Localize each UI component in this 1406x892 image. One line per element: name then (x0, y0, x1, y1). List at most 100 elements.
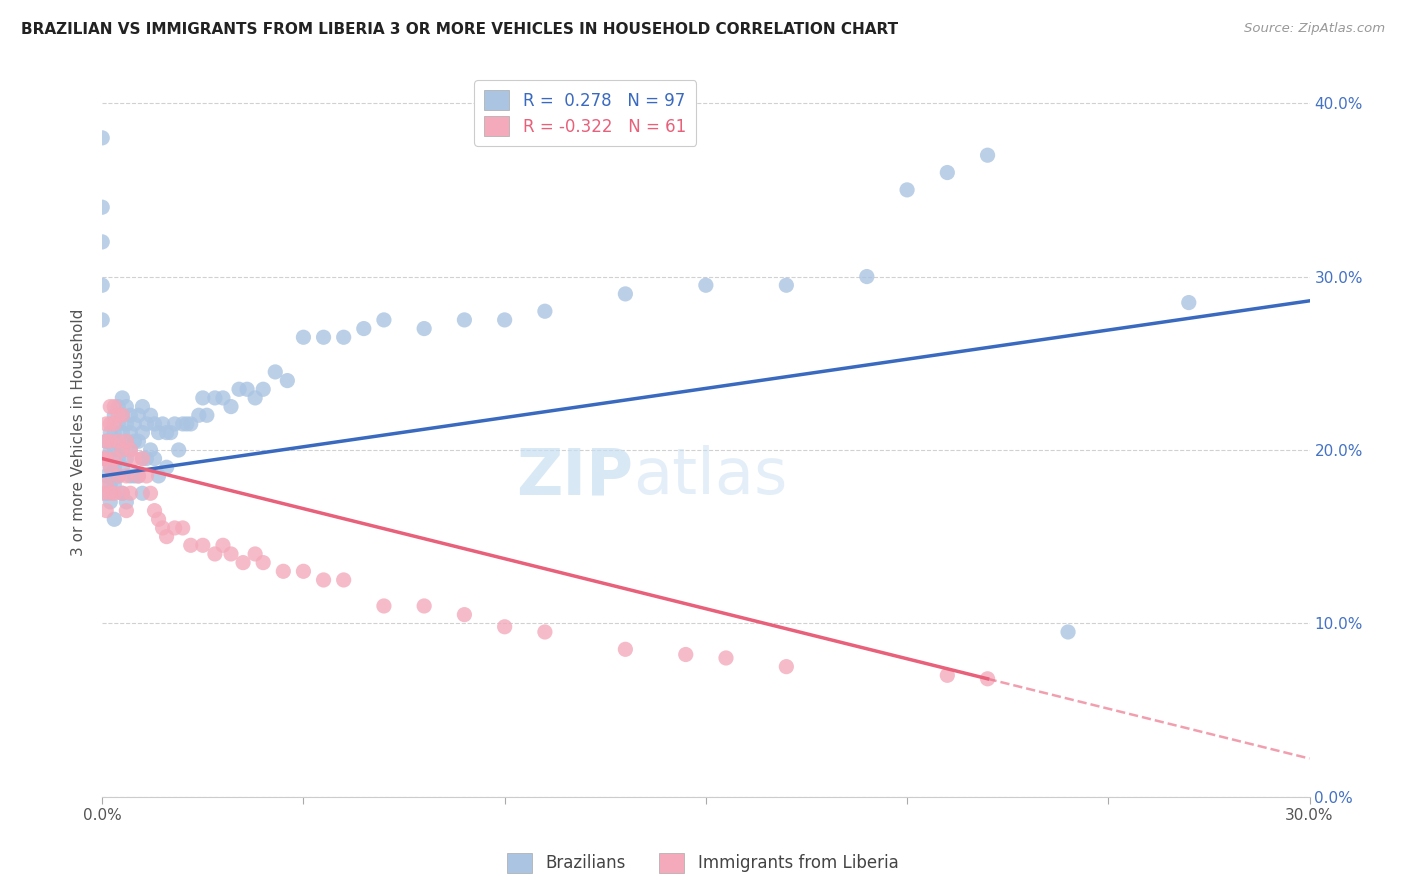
Point (243, 547, 266, 561)
Point (163, 521, 186, 535)
Point (896, 183, 918, 197)
Point (103, 486, 125, 500)
Text: atlas: atlas (634, 445, 787, 508)
Point (124, 434, 146, 449)
Point (107, 409, 129, 423)
Point (98, 477, 121, 491)
Point (1057, 624, 1080, 639)
Point (155, 425, 177, 440)
Point (219, 547, 242, 561)
Point (124, 451, 146, 466)
Point (204, 391, 226, 405)
Point (115, 451, 138, 466)
Point (312, 573, 335, 587)
Point (115, 434, 138, 449)
Point (96, 434, 118, 449)
Point (232, 556, 254, 570)
Point (111, 442, 134, 457)
Point (413, 599, 436, 613)
Text: BRAZILIAN VS IMMIGRANTS FROM LIBERIA 3 OR MORE VEHICLES IN HOUSEHOLD CORRELATION: BRAZILIAN VS IMMIGRANTS FROM LIBERIA 3 O… (21, 22, 898, 37)
Point (143, 503, 166, 517)
Point (107, 434, 129, 449)
Point (127, 469, 149, 483)
Point (98, 460, 121, 475)
Point (111, 409, 134, 423)
Point (775, 278, 797, 293)
Point (111, 409, 134, 423)
Point (127, 469, 149, 483)
Point (135, 469, 157, 483)
Point (103, 442, 125, 457)
Text: ZIP: ZIP (516, 445, 634, 508)
Point (111, 425, 134, 440)
Point (353, 321, 375, 335)
Point (91, 313, 114, 327)
Point (252, 556, 274, 570)
Y-axis label: 3 or more Vehicles in Household: 3 or more Vehicles in Household (72, 309, 86, 557)
Point (131, 486, 153, 500)
Point (103, 460, 125, 475)
Point (115, 503, 138, 517)
Point (187, 409, 209, 423)
Point (714, 651, 737, 665)
Point (127, 409, 149, 423)
Point (143, 451, 166, 466)
Point (180, 417, 202, 431)
Point (453, 313, 475, 327)
Point (98, 460, 121, 475)
Point (103, 451, 125, 466)
Point (976, 672, 998, 686)
Point (139, 409, 162, 423)
Point (148, 425, 170, 440)
Point (120, 425, 142, 440)
Point (96, 451, 118, 466)
Point (264, 365, 287, 379)
Point (695, 278, 717, 293)
Point (120, 486, 142, 500)
Point (120, 442, 142, 457)
Point (91, 235, 114, 249)
Point (135, 417, 157, 431)
Point (91, 200, 114, 214)
Point (111, 391, 134, 405)
Point (115, 434, 138, 449)
Point (936, 668, 959, 682)
Point (115, 495, 138, 509)
Point (176, 417, 198, 431)
Point (98, 400, 121, 414)
Point (96, 477, 118, 491)
Point (155, 530, 177, 544)
Point (494, 313, 516, 327)
Point (96, 434, 118, 449)
Point (107, 469, 129, 483)
Point (124, 417, 146, 431)
Point (675, 648, 697, 662)
Point (219, 400, 242, 414)
Point (228, 382, 250, 396)
Point (127, 434, 149, 449)
Point (204, 547, 226, 561)
Point (96, 486, 118, 500)
Point (107, 469, 129, 483)
Point (373, 599, 395, 613)
Point (107, 400, 129, 414)
Point (111, 486, 134, 500)
Point (111, 460, 134, 475)
Point (103, 409, 125, 423)
Point (139, 442, 162, 457)
Point (98, 434, 121, 449)
Point (180, 538, 202, 552)
Point (191, 391, 214, 405)
Point (148, 512, 170, 526)
Point (614, 286, 637, 301)
Point (107, 417, 129, 431)
Point (103, 512, 125, 526)
Point (271, 564, 294, 578)
Point (332, 573, 354, 587)
Point (96, 417, 118, 431)
Point (98, 486, 121, 500)
Point (135, 451, 157, 466)
Point (96, 451, 118, 466)
Point (143, 417, 166, 431)
Point (155, 460, 177, 475)
